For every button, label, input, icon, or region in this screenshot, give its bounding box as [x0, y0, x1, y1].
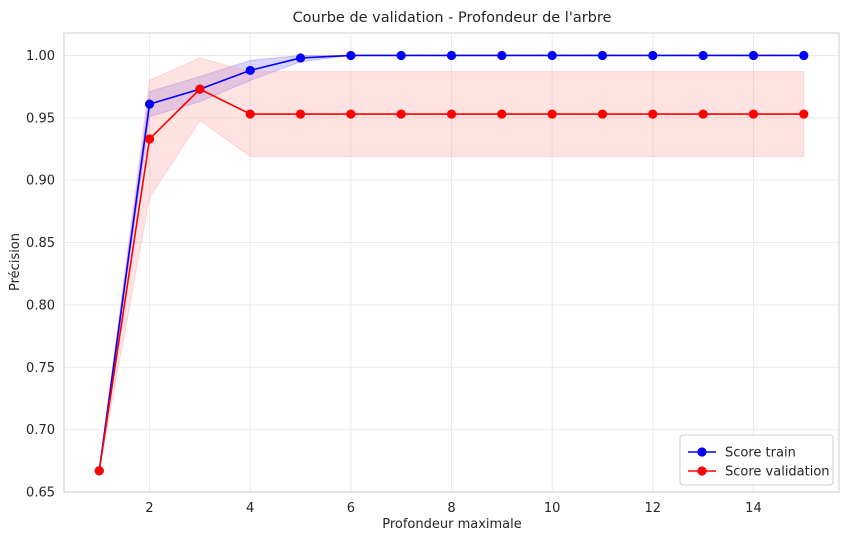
y-tick-label: 0.75 — [26, 361, 55, 376]
legend: Score train Score validation — [679, 434, 834, 486]
validation-score-point — [94, 466, 104, 476]
x-tick-label: 12 — [645, 501, 662, 516]
x-axis-title: Profondeur maximale — [382, 517, 522, 532]
y-axis-title: Précision — [8, 233, 23, 291]
x-tick-label: 2 — [145, 501, 153, 516]
legend-validation-marker — [697, 466, 707, 476]
train-confidence-band — [98, 54, 804, 471]
train-score-point — [698, 50, 708, 61]
x-tick-label: 6 — [347, 501, 355, 516]
validation-score-point — [597, 109, 608, 119]
train-score-point — [799, 50, 809, 61]
y-tick-label: 0.90 — [26, 174, 55, 189]
x-tick-labels: 2 4 6 8 10 12 14 — [145, 501, 761, 516]
plot-frame — [63, 32, 840, 493]
train-score-point — [446, 50, 457, 61]
train-score-point — [245, 65, 255, 76]
train-score-point — [144, 99, 155, 109]
train-score-point — [748, 50, 759, 61]
train-score-point — [396, 50, 406, 61]
validation-score-point — [346, 109, 356, 119]
y-tick-label: 0.95 — [26, 111, 55, 126]
y-tick-label: 0.70 — [26, 423, 55, 438]
x-tick-label: 4 — [246, 501, 254, 516]
legend-validation-label: Score validation — [725, 465, 830, 480]
validation-score-point — [295, 109, 306, 119]
validation-score-point — [799, 109, 809, 119]
y-tick-label: 0.85 — [26, 236, 55, 251]
chart-title: Courbe de validation - Profondeur de l'a… — [293, 10, 612, 26]
validation-score-point — [144, 134, 155, 144]
validation-score-point — [446, 109, 457, 119]
validation-score-point — [698, 109, 708, 119]
validation-score-point — [648, 109, 658, 119]
y-tick-labels: 0.65 0.70 0.75 0.80 0.85 0.90 0.95 1.00 — [26, 49, 55, 501]
legend-train-label: Score train — [725, 446, 796, 461]
train-score-point — [295, 53, 306, 63]
train-score-point — [648, 50, 658, 61]
train-score-point — [346, 50, 356, 61]
train-score-point — [497, 50, 507, 61]
validation-score-point — [497, 109, 507, 119]
x-tick-label: 10 — [544, 501, 561, 516]
y-tick-label: 0.65 — [26, 486, 55, 501]
series-markers — [94, 50, 809, 476]
train-score-point — [547, 50, 557, 61]
legend-train-marker — [697, 447, 707, 457]
validation-score-point — [396, 109, 406, 119]
x-tick-label: 14 — [745, 501, 762, 516]
train-score-point — [597, 50, 608, 61]
legend-box — [679, 434, 834, 486]
validation-score-point — [547, 109, 557, 119]
y-tick-label: 0.80 — [26, 298, 55, 313]
validation-score-point — [195, 84, 205, 94]
validation-score-point — [748, 109, 759, 119]
x-tick-label: 8 — [447, 501, 455, 516]
y-tick-label: 1.00 — [26, 49, 55, 64]
validation-score-point — [245, 109, 255, 119]
